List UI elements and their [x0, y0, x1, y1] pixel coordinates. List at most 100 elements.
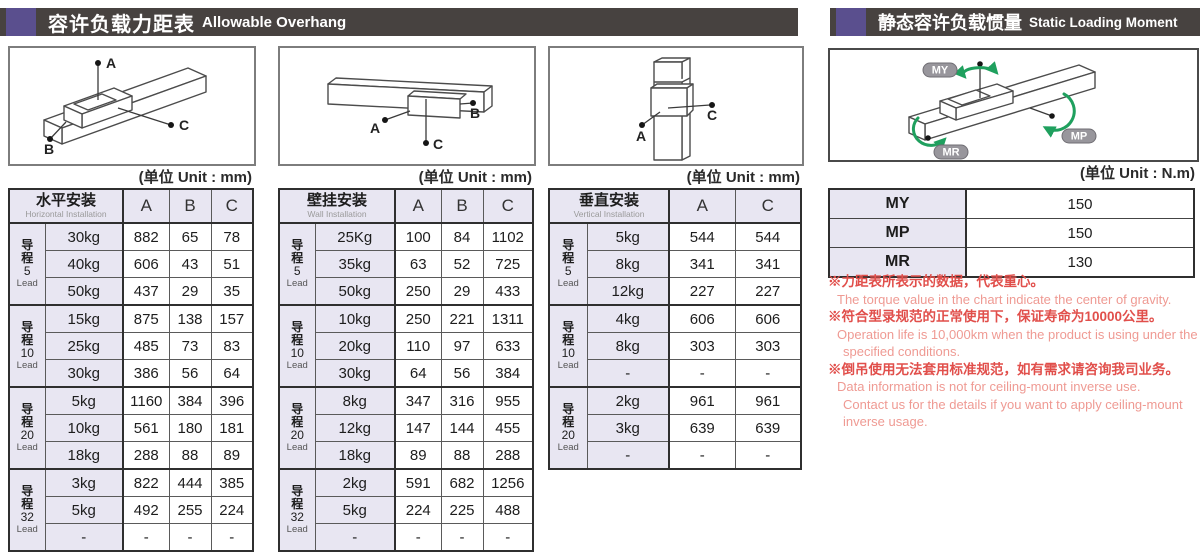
lead-zh-char: 程	[21, 251, 34, 265]
value-cell: 492	[122, 496, 170, 524]
table-row: 30kg 64 56 384	[279, 359, 534, 388]
lead-zh-char: 程	[21, 333, 34, 347]
value-cell: 639	[734, 414, 802, 442]
section-header-static-loading-moment: 静态容许负载惯量 Static Loading Moment	[830, 8, 1200, 36]
value-cell: -	[734, 359, 802, 388]
actuator-wireframe-moment: MY MP MR	[908, 61, 1097, 160]
lead-label: 导程 20 Lead	[278, 386, 316, 470]
value-cell: 52	[440, 250, 484, 278]
point-a-label: A	[370, 120, 380, 136]
value-cell: 433	[482, 277, 534, 306]
value-cell: 437	[122, 277, 170, 306]
value-cell: 29	[440, 277, 484, 306]
value-cell: 384	[482, 359, 534, 388]
value-cell: 316	[440, 386, 484, 415]
lead-zh-char: 程	[291, 251, 304, 265]
value-cell: 157	[210, 304, 254, 333]
table-row: 3kg 639 639	[549, 414, 802, 442]
vertical-installation-table: 垂直安装 Vertical Installation A C 导程 5 Lead 5kg 544…	[548, 188, 802, 470]
value-cell: 544	[668, 222, 736, 251]
value-cell: 224	[394, 496, 442, 524]
weight-cell: 30kg	[44, 359, 125, 388]
value-cell: 181	[210, 414, 254, 442]
installation-title: 垂直安装 Vertical Installation	[548, 188, 670, 224]
weight-cell: 3kg	[44, 468, 125, 497]
value-cell: -	[440, 523, 484, 552]
lead-en: Lead	[16, 442, 38, 453]
value-cell: 255	[168, 496, 212, 524]
purple-accent-square	[6, 8, 36, 36]
installation-title-en: Wall Installation	[307, 209, 367, 219]
value-cell: 485	[122, 332, 170, 360]
table-row: 5kg 492 255 224	[9, 496, 254, 524]
note-line: inverse usage.	[843, 414, 928, 429]
lead-number: 10	[561, 346, 575, 360]
value-cell: 51	[210, 250, 254, 278]
note-line: ※符合型录规范的正常使用下，保证寿命为10000公里。	[828, 309, 1163, 324]
table-row: 25kg 485 73 83	[9, 332, 254, 360]
point-c-dot	[423, 140, 429, 146]
table-row: 导程 32 Lead 3kg 822 444 385	[8, 468, 254, 552]
installation-title-zh: 垂直安装	[578, 192, 639, 209]
table-row: 50kg 437 29 35	[9, 277, 254, 306]
weight-cell: 50kg	[314, 277, 397, 306]
lead-zh-char: 导	[562, 402, 575, 416]
value-cell: 88	[440, 441, 484, 470]
lead-zh-char: 导	[21, 402, 34, 416]
value-cell: 83	[210, 332, 254, 360]
value-cell: 1102	[482, 222, 534, 251]
note-line: specified conditions.	[843, 344, 961, 359]
lead-en: Lead	[16, 524, 38, 535]
value-cell: 56	[440, 359, 484, 388]
lead-zh-char: 导	[291, 402, 304, 416]
rail-wireframe	[908, 64, 1096, 141]
wall-installation-table: 壁挂安装 Wall Installation A B C 导程 5 Lead 25Kg 100 84…	[278, 188, 535, 552]
lead-label: 导程 32 Lead	[278, 468, 316, 552]
value-cell: 303	[668, 332, 736, 360]
moment-value: 150	[965, 218, 1195, 248]
value-cell: 64	[394, 359, 442, 388]
value-cell: 89	[210, 441, 254, 470]
mr-badge: MR	[933, 144, 969, 160]
value-cell: 144	[440, 414, 484, 442]
column-header-b: B	[168, 188, 212, 224]
weight-cell: 35kg	[314, 250, 397, 278]
value-cell: 250	[394, 304, 442, 333]
value-cell: 961	[734, 386, 802, 415]
value-cell: 43	[168, 250, 212, 278]
lead-zh-char: 程	[291, 333, 304, 347]
weight-cell: 8kg	[586, 250, 670, 278]
column-header-c: C	[734, 188, 802, 224]
table-row: 导程 20 Lead 8kg 347 316 955	[278, 386, 534, 470]
value-cell: 341	[734, 250, 802, 278]
value-cell: 606	[122, 250, 170, 278]
table-row: 40kg 606 43 51	[9, 250, 254, 278]
value-cell: 89	[394, 441, 442, 470]
moment-value: 130	[965, 247, 1195, 278]
column-header-c: C	[210, 188, 254, 224]
lead-en: Lead	[16, 278, 38, 289]
value-cell: 386	[122, 359, 170, 388]
point-c-label: C	[179, 117, 189, 133]
value-cell: 78	[210, 222, 254, 251]
value-cell: 110	[394, 332, 442, 360]
moment-row: MR 130	[828, 247, 1195, 278]
table-row: 30kg 386 56 64	[9, 359, 254, 388]
lead-number: 20	[290, 428, 304, 442]
note-line: Data information is not for ceiling-moun…	[837, 379, 1141, 394]
table-row: ----	[9, 523, 254, 552]
lead-label: 导程 10 Lead	[278, 304, 316, 388]
value-cell: 875	[122, 304, 170, 333]
value-cell: 100	[394, 222, 442, 251]
weight-cell: 18kg	[314, 441, 397, 470]
table-row: 导程 10 Lead 4kg 606 606	[548, 304, 802, 388]
weight-cell: 40kg	[44, 250, 125, 278]
value-cell: 385	[210, 468, 254, 497]
mr-badge-label: MR	[942, 147, 959, 159]
column-header-c: C	[482, 188, 534, 224]
value-cell: 822	[122, 468, 170, 497]
section-title-en: Static Loading Moment	[1029, 14, 1178, 30]
my-badge-label: MY	[932, 65, 949, 77]
value-cell: -	[394, 523, 442, 552]
weight-cell: 2kg	[586, 386, 670, 415]
